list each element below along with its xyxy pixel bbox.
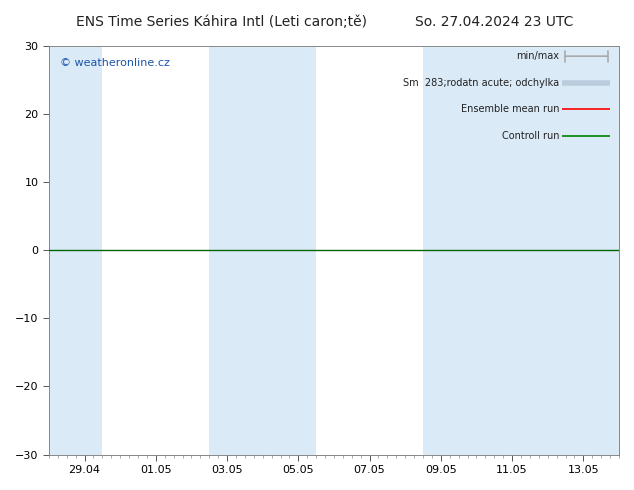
Text: ENS Time Series Káhira Intl (Leti caron;tě): ENS Time Series Káhira Intl (Leti caron;…: [77, 15, 367, 29]
Bar: [49, 46, 102, 455]
Text: So. 27.04.2024 23 UTC: So. 27.04.2024 23 UTC: [415, 15, 574, 29]
Text: Sm  283;rodatn acute; odchylka: Sm 283;rodatn acute; odchylka: [403, 78, 559, 88]
Text: min/max: min/max: [516, 51, 559, 61]
Bar: [423, 46, 619, 455]
Bar: [209, 46, 316, 455]
Text: © weatheronline.cz: © weatheronline.cz: [60, 58, 170, 68]
Text: Controll run: Controll run: [501, 131, 559, 141]
Text: Ensemble mean run: Ensemble mean run: [461, 104, 559, 114]
